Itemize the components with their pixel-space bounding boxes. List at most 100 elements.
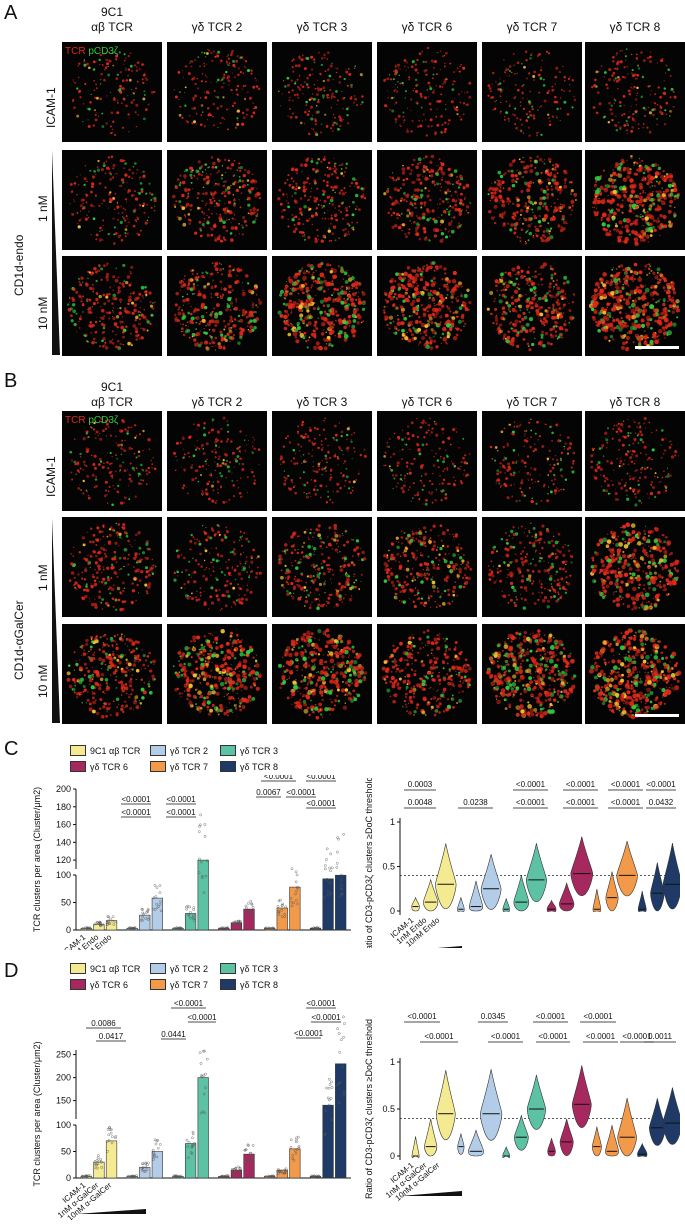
y-tick-label: 0: [390, 906, 395, 916]
p-value-label: 0.0432: [649, 798, 674, 807]
data-point: [201, 1110, 205, 1113]
p-value-label: <0.0001: [611, 798, 641, 807]
data-point: [112, 923, 116, 926]
violin: [526, 843, 547, 903]
p-value-label: <0.0001: [166, 808, 196, 817]
data-point: [338, 1081, 342, 1084]
data-point: [203, 835, 207, 838]
legend-item: γδ TCR 6: [70, 979, 128, 990]
microscopy-image: [167, 411, 267, 511]
data-point: [290, 904, 294, 908]
data-point: [188, 905, 191, 909]
y-tick-label: 120: [56, 855, 71, 865]
legend-swatch: [70, 979, 86, 990]
column-header-line2: γδ TCR 8: [609, 20, 661, 34]
data-point: [312, 1174, 316, 1178]
data-point: [325, 877, 329, 881]
panel-c-violin-chart: 0 0.5 1 Ratio of CD3-pCD3ζ clusters ≥DoC th…: [364, 778, 680, 948]
data-point: [312, 1174, 316, 1178]
channel-label: TCR pCD3ζ: [65, 415, 118, 426]
data-point: [247, 909, 251, 912]
p-value-label: <0.0001: [536, 1012, 566, 1021]
panel-letter-a: A: [4, 2, 18, 24]
data-point: [327, 893, 330, 897]
data-point: [153, 1138, 157, 1142]
violin: [637, 1142, 648, 1157]
data-point: [297, 1146, 301, 1150]
data-point: [141, 1168, 145, 1171]
data-point: [156, 1138, 160, 1142]
data-point: [295, 889, 298, 893]
y-tick-label: 140: [56, 837, 71, 847]
data-point: [336, 850, 339, 854]
data-point: [283, 1171, 287, 1174]
data-point: [239, 1171, 242, 1174]
data-point: [106, 1128, 110, 1131]
bar: [184, 1143, 197, 1179]
data-point: [237, 1165, 240, 1169]
data-point: [251, 916, 255, 920]
legend-label: γδ TCR 2: [170, 963, 209, 974]
data-point: [296, 886, 299, 890]
data-point: [330, 866, 334, 870]
data-point: [323, 1133, 327, 1136]
data-point: [342, 1093, 346, 1096]
p-value-label: 0.0048: [408, 798, 433, 807]
p-value-label: <0.0001: [566, 798, 596, 807]
violin: [592, 888, 602, 912]
data-point: [154, 895, 158, 898]
data-point: [197, 871, 201, 874]
microscopy-image: [272, 42, 372, 142]
data-point: [203, 1111, 207, 1115]
scale-bar: [635, 346, 679, 349]
bar: [197, 859, 209, 931]
y-tick-label: 100: [56, 1120, 71, 1130]
data-point: [155, 906, 159, 910]
data-point: [280, 908, 283, 912]
data-point: [159, 909, 163, 913]
y-tick-label: 150: [56, 1096, 71, 1106]
data-point: [340, 873, 343, 877]
data-point: [142, 1170, 146, 1173]
data-point: [144, 1162, 148, 1166]
p-value-label: <0.0001: [611, 780, 641, 789]
data-point: [97, 1154, 100, 1157]
p-value-label: <0.0001: [407, 1012, 437, 1021]
violin: [571, 1065, 592, 1128]
p-value-label: <0.0001: [566, 780, 596, 789]
panel-letter-d: D: [4, 960, 19, 982]
y-axis-label: Ratio of CD3-pCD3ζ clusters ≥DoC thresho…: [364, 778, 374, 948]
scale-bar: [635, 714, 679, 717]
data-point: [230, 1168, 234, 1171]
p-value-label: <0.0001: [586, 1032, 616, 1041]
bar: [93, 924, 105, 931]
violin: [526, 1074, 546, 1130]
p-value-label: <0.0001: [166, 795, 196, 804]
data-point: [192, 917, 195, 920]
data-point: [106, 1150, 109, 1153]
data-point: [340, 879, 343, 882]
data-point: [291, 1154, 295, 1157]
data-point: [108, 922, 112, 926]
data-point: [156, 1146, 160, 1150]
tcr-channel-label: TCR: [65, 415, 86, 426]
data-point: [111, 915, 115, 919]
data-point: [199, 1062, 203, 1065]
microscopy-image: [377, 150, 477, 250]
column-header-line2: γδ TCR 7: [506, 395, 558, 409]
data-point: [88, 1174, 92, 1178]
legend-swatch: [150, 963, 166, 974]
data-point: [96, 1156, 100, 1160]
microscopy-image: [585, 624, 685, 724]
data-point: [277, 1170, 281, 1173]
microscopy-image: [585, 517, 685, 617]
data-point: [158, 884, 162, 887]
data-point: [205, 1057, 209, 1061]
legend-item: γδ TCR 2: [150, 963, 208, 974]
data-point: [221, 1175, 224, 1179]
p-value-label: 0.0345: [481, 1012, 506, 1021]
legend-swatch: [70, 745, 86, 756]
y-tick-label: 200: [56, 1073, 71, 1083]
data-point: [191, 1143, 195, 1147]
data-point: [280, 904, 284, 907]
